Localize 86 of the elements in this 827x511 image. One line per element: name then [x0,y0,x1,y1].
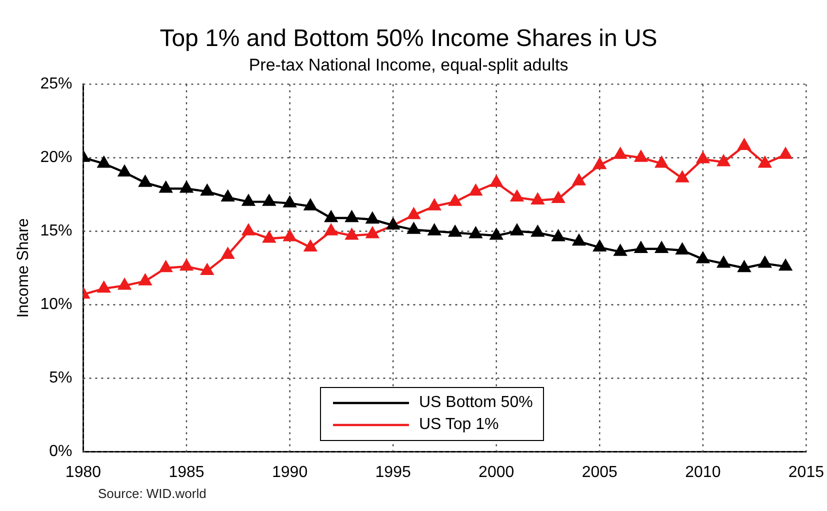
chart-title: Top 1% and Bottom 50% Income Shares in US [160,25,658,52]
point [696,152,710,164]
x-tick-label: 1980 [65,464,102,481]
point [428,199,441,210]
point [200,264,214,276]
point [531,226,544,237]
legend-label: US Bottom 50% [419,393,533,413]
point [531,193,544,204]
point [222,190,234,202]
point [345,228,358,240]
point [676,171,689,182]
point [407,222,420,234]
point [593,240,606,252]
y-axis-title: Income Share [15,218,32,318]
x-tick-label: 1995 [375,464,411,481]
point [428,224,441,236]
point [180,259,193,271]
point [572,234,586,246]
point [222,248,234,259]
point [283,230,296,242]
point [655,242,668,253]
x-tick-label: 1990 [272,464,308,481]
chart-subtitle: Pre-tax National Income, equal-split adults [248,56,568,75]
source-note: Source: WID.world [98,486,206,501]
point [614,148,627,159]
x-tick-label: 2015 [788,464,824,481]
point [304,240,317,252]
y-tick-label: 20% [40,149,72,166]
point [138,176,152,187]
point [758,256,772,268]
y-tick-label: 10% [40,296,72,314]
point [200,184,214,196]
point [262,231,276,243]
point [283,196,296,208]
point [366,212,379,224]
x-tick-label: 1985 [168,464,204,481]
y-tick-label: 25% [40,76,72,93]
point [407,208,420,220]
point [552,192,565,203]
point [779,259,792,271]
x-tick-label: 2000 [478,464,514,481]
point [345,210,358,222]
point [510,224,524,236]
point [655,156,668,168]
point [98,156,110,168]
x-tick-label: 2005 [582,464,618,481]
point [324,210,338,222]
point [593,158,606,170]
point [634,150,648,162]
point [758,156,772,168]
point [738,138,751,150]
point [324,224,338,236]
point [614,244,627,256]
point [242,194,255,206]
point [490,176,503,187]
point [572,174,586,186]
point [717,256,730,268]
point [779,148,792,159]
point [696,252,710,264]
point [118,278,131,290]
point [160,182,172,193]
y-tick-label: 5% [49,370,72,387]
point [676,243,689,254]
point [138,274,152,286]
point [634,242,648,253]
point [552,230,565,242]
point [118,165,131,177]
point [98,281,110,293]
point [366,227,379,238]
y-tick-label: 0% [49,443,72,460]
point [262,194,276,206]
point [180,182,193,193]
point [448,194,462,206]
legend-label: US Top 1% [419,415,499,435]
point [738,260,751,272]
point [717,155,730,166]
point [448,226,462,237]
point [242,224,255,236]
point [510,190,524,202]
point [304,199,317,210]
point [160,260,172,272]
y-tick-label: 15% [40,222,72,240]
point [490,228,503,240]
point [469,184,482,196]
x-tick-label: 2010 [685,464,721,481]
point [469,227,482,238]
